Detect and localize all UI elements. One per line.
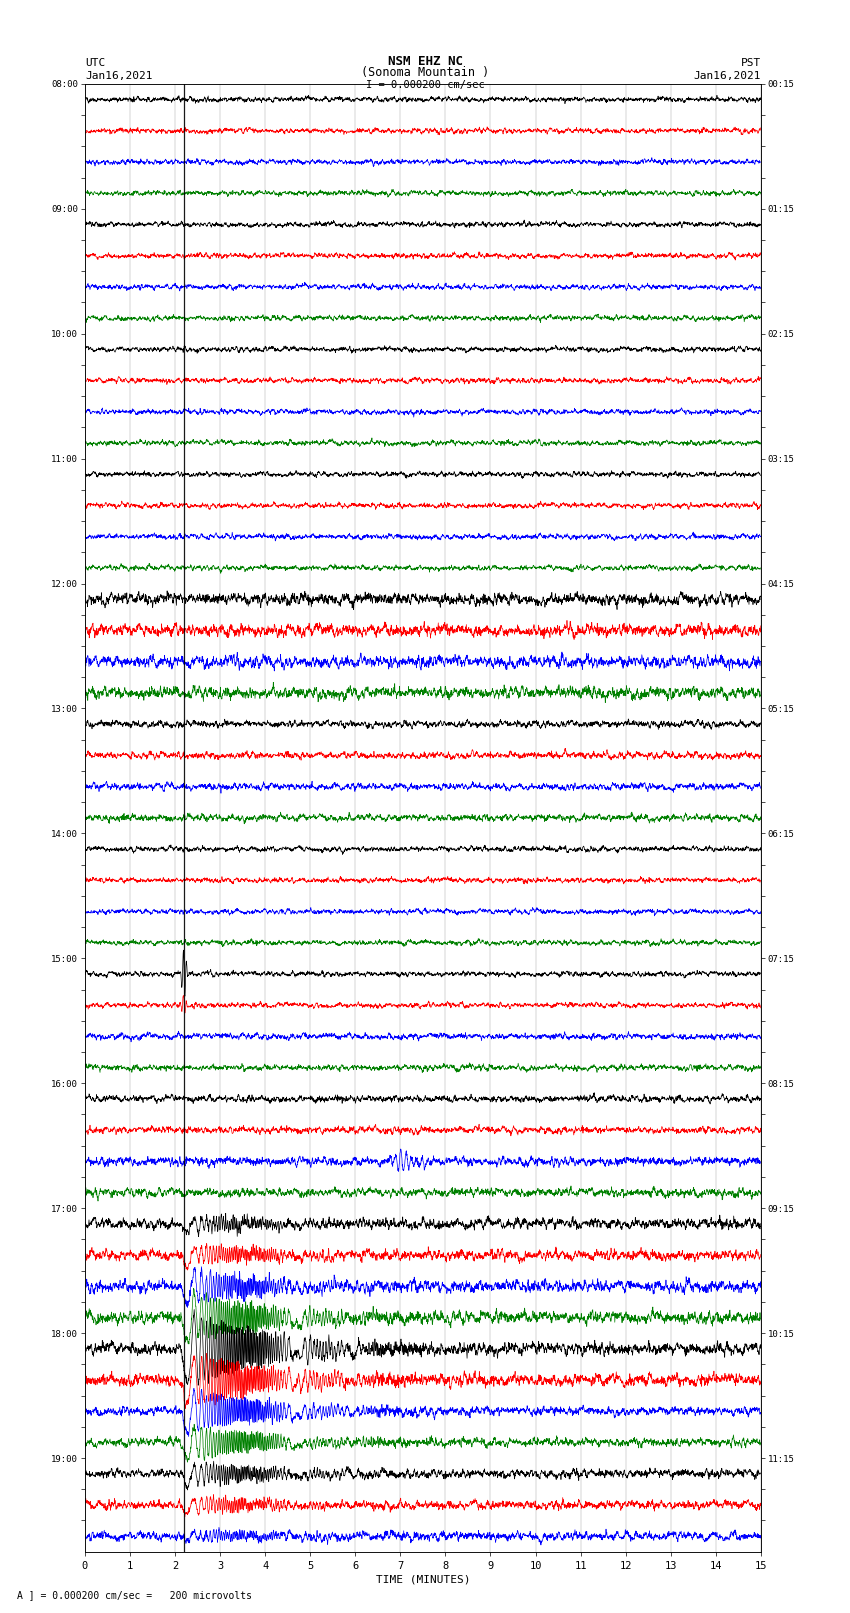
Text: I = 0.000200 cm/sec: I = 0.000200 cm/sec [366, 81, 484, 90]
Text: Jan16,2021: Jan16,2021 [694, 71, 761, 81]
Text: Jan16,2021: Jan16,2021 [85, 71, 152, 81]
X-axis label: TIME (MINUTES): TIME (MINUTES) [376, 1574, 470, 1586]
Text: (Sonoma Mountain ): (Sonoma Mountain ) [361, 66, 489, 79]
Text: NSM EHZ NC: NSM EHZ NC [388, 55, 462, 68]
Text: A ] = 0.000200 cm/sec =   200 microvolts: A ] = 0.000200 cm/sec = 200 microvolts [17, 1590, 252, 1600]
Text: UTC: UTC [85, 58, 105, 68]
Text: PST: PST [740, 58, 761, 68]
